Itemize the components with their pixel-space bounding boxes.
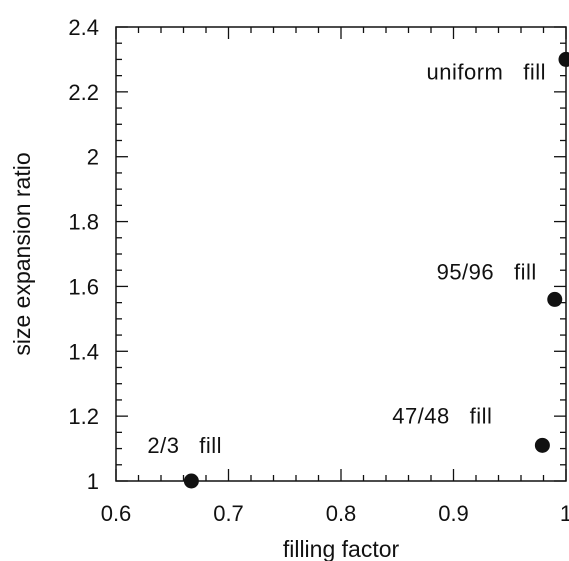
data-point xyxy=(183,473,199,489)
y-tick-label: 2.4 xyxy=(68,15,99,40)
data-points xyxy=(183,51,569,489)
y-tick-labels: 1 1.2 1.4 1.6 1.8 2 2.2 2.4 xyxy=(68,15,99,494)
x-axis-label: filling factor xyxy=(283,536,400,561)
x-tick-label: 0.8 xyxy=(326,501,357,526)
axis-ticks xyxy=(115,26,567,482)
data-point xyxy=(534,437,550,453)
data-point xyxy=(547,291,563,307)
plot-frame xyxy=(115,26,567,482)
x-tick-label: 1 xyxy=(560,501,569,526)
y-tick-label: 2 xyxy=(87,145,99,170)
y-tick-label: 1 xyxy=(87,469,99,494)
x-tick-label: 0.9 xyxy=(438,501,469,526)
y-tick-label: 1.6 xyxy=(68,274,99,299)
y-tick-label: 1.2 xyxy=(68,404,99,429)
x-tick-label: 0.7 xyxy=(213,501,244,526)
y-tick-label: 1.4 xyxy=(68,339,99,364)
y-tick-label: 1.8 xyxy=(68,210,99,235)
point-annotations: 2/3 fill 47/48 fill 95/96 fill uniform fill xyxy=(147,59,546,458)
point-annotation: 2/3 fill xyxy=(147,433,222,458)
data-point xyxy=(558,51,569,67)
x-tick-label: 0.6 xyxy=(101,501,132,526)
point-annotation: 95/96 fill xyxy=(437,259,537,284)
x-tick-labels: 0.6 0.7 0.8 0.9 1 xyxy=(101,501,569,526)
y-tick-label: 2.2 xyxy=(68,80,99,105)
point-annotation: 47/48 fill xyxy=(392,403,492,428)
y-axis-label: size expansion ratio xyxy=(9,152,35,355)
point-annotation: uniform fill xyxy=(427,59,546,84)
